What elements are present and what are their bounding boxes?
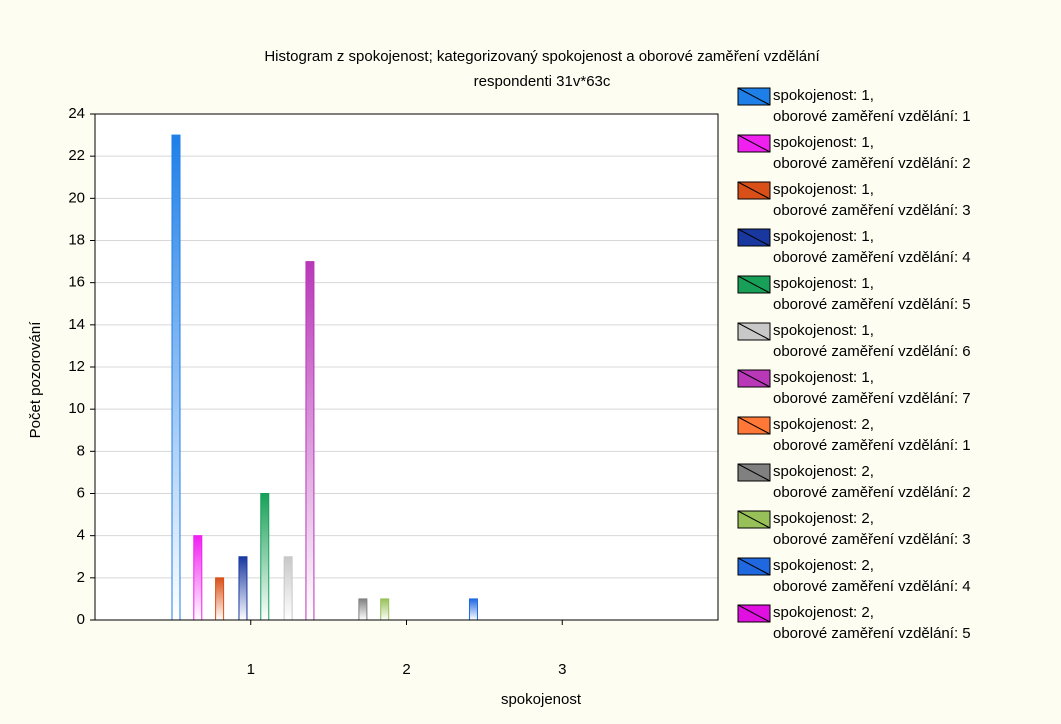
bar — [171, 134, 181, 621]
y-tick-label: 2 — [77, 569, 85, 586]
y-tick-label: 4 — [77, 527, 85, 544]
legend-label: spokojenost: 1, oborové zaměření vzdělání… — [773, 369, 971, 407]
legend-swatch-line — [737, 369, 771, 388]
x-tick-label: 3 — [558, 661, 566, 678]
y-tick-label: 24 — [68, 105, 85, 122]
x-axis-label: spokojenost — [501, 691, 582, 708]
legend-label: spokojenost: 2, oborové zaměření vzdělání… — [773, 557, 971, 595]
x-tick-label: 1 — [247, 661, 255, 678]
bar — [380, 598, 390, 621]
plot-frame — [94, 113, 719, 621]
legend-label: spokojenost: 1, oborové zaměření vzdělání… — [773, 87, 971, 125]
legend-label: spokojenost: 2, oborové zaměření vzdělání… — [773, 510, 971, 548]
legend-swatch-line — [737, 228, 771, 247]
y-tick-label: 6 — [77, 484, 85, 501]
y-tick-label: 20 — [68, 189, 85, 206]
legend-swatch-line — [737, 322, 771, 341]
legend-label: spokojenost: 2, oborové zaměření vzdělání… — [773, 416, 971, 454]
y-tick-label: 0 — [77, 611, 85, 628]
chart-subtitle: respondenti 31v*63c — [474, 73, 611, 90]
y-tick-label: 18 — [68, 231, 85, 248]
legend-label: spokojenost: 1, oborové zaměření vzdělání… — [773, 275, 971, 313]
legend-swatch-line — [737, 416, 771, 435]
y-tick-label: 16 — [68, 274, 85, 291]
bar — [283, 556, 293, 621]
legend-swatch-line — [737, 557, 771, 576]
legend-swatch-line — [737, 463, 771, 482]
legend-label: spokojenost: 1, oborové zaměření vzdělání… — [773, 134, 971, 172]
legend-swatch-line — [737, 134, 771, 153]
legend-swatch-line — [737, 510, 771, 529]
legend-swatch-line — [737, 275, 771, 294]
y-tick-label: 22 — [68, 147, 85, 164]
legend-label: spokojenost: 2, oborové zaměření vzdělání… — [773, 604, 971, 642]
bar — [305, 261, 315, 621]
bar — [260, 493, 270, 621]
legend-swatch-line — [737, 87, 771, 106]
x-tick-label: 2 — [402, 661, 410, 678]
legend-label: spokojenost: 1, oborové zaměření vzdělání… — [773, 228, 971, 266]
y-tick-label: 8 — [77, 442, 85, 459]
legend-label: spokojenost: 1, oborové zaměření vzdělání… — [773, 322, 971, 360]
bar — [238, 556, 248, 621]
y-tick-label: 12 — [68, 358, 85, 375]
bar — [358, 598, 368, 621]
y-tick-label: 14 — [68, 316, 85, 333]
bar — [215, 577, 225, 621]
bar — [193, 535, 203, 621]
chart-title: Histogram z spokojenost; kategorizovaný … — [264, 48, 820, 65]
legend-swatch-line — [737, 604, 771, 623]
y-axis-label: Počet pozorování — [27, 321, 44, 439]
legend-swatch-line — [737, 181, 771, 200]
y-tick-label: 10 — [68, 400, 85, 417]
legend-label: spokojenost: 1, oborové zaměření vzdělání… — [773, 181, 971, 219]
legend-label: spokojenost: 2, oborové zaměření vzdělání… — [773, 463, 971, 501]
bar — [468, 598, 478, 621]
